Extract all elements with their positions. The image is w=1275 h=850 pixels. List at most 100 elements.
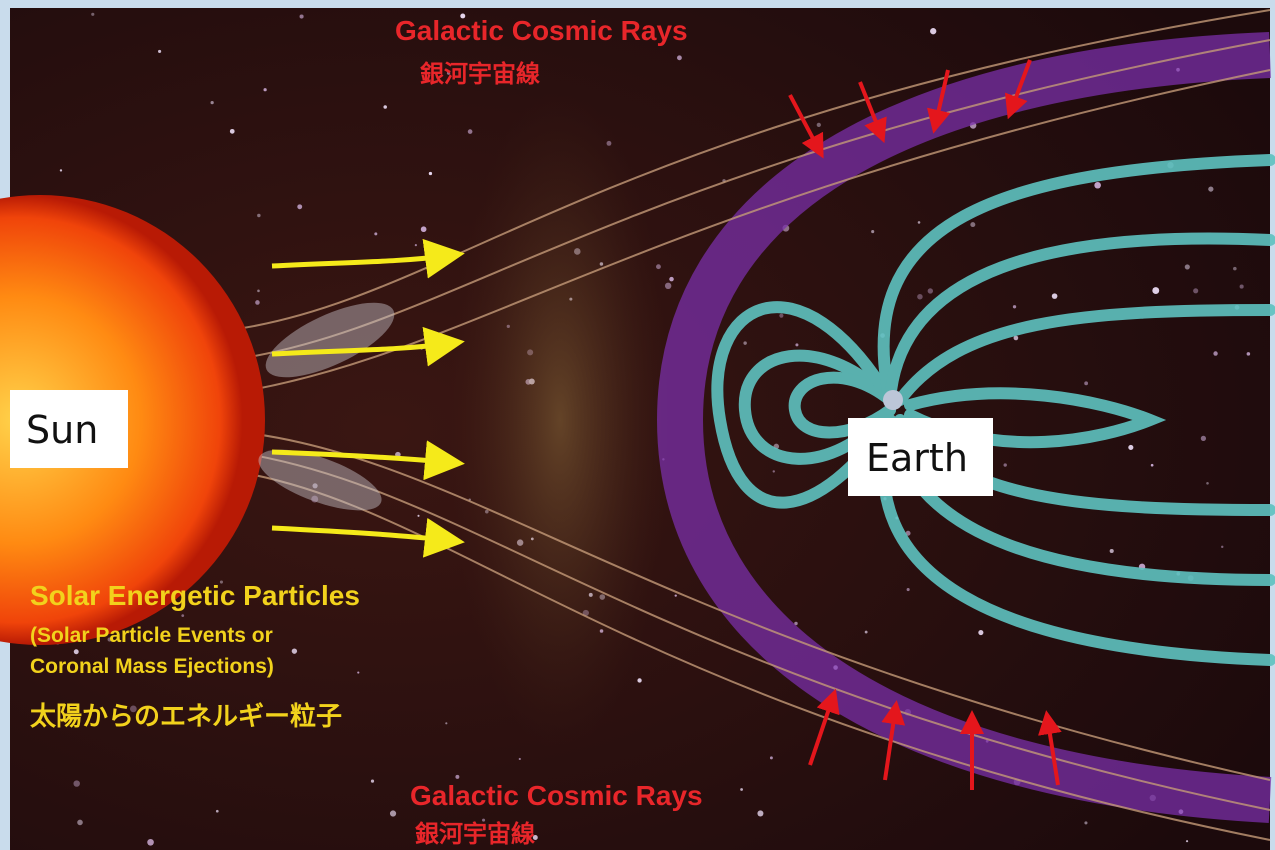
- solar-particles-line1: (Solar Particle Events or: [30, 624, 273, 647]
- cme-cloud: [258, 302, 395, 511]
- star: [263, 88, 267, 92]
- star: [664, 282, 672, 290]
- solar-particles-line2: Coronal Mass Ejections): [30, 655, 274, 678]
- star: [299, 14, 304, 19]
- star: [1084, 821, 1088, 825]
- star: [460, 13, 466, 19]
- star: [794, 621, 798, 626]
- solar-particles-japanese: 太陽からのエネルギー粒子: [30, 701, 342, 731]
- star: [219, 580, 224, 584]
- star: [428, 171, 433, 176]
- star: [455, 774, 460, 779]
- star: [1084, 381, 1089, 386]
- star: [1200, 435, 1207, 442]
- star: [1094, 181, 1101, 189]
- star: [91, 12, 95, 16]
- magnetopause: [656, 32, 1272, 823]
- solar-particles-title: Solar Energetic Particles: [30, 580, 360, 611]
- star: [1184, 264, 1190, 270]
- star: [1233, 266, 1237, 271]
- star: [637, 678, 642, 683]
- star: [389, 810, 397, 817]
- star: [445, 722, 448, 725]
- star: [772, 470, 775, 473]
- star: [420, 226, 427, 233]
- star: [816, 122, 821, 128]
- star: [374, 232, 378, 236]
- star: [257, 289, 260, 293]
- star: [158, 49, 162, 53]
- star: [669, 276, 674, 282]
- star: [1152, 287, 1160, 295]
- star: [417, 514, 420, 517]
- star: [1206, 481, 1209, 485]
- star: [107, 637, 112, 642]
- star: [757, 810, 764, 817]
- star: [740, 788, 743, 791]
- star: [73, 780, 80, 787]
- star: [255, 300, 260, 305]
- star: [370, 779, 375, 783]
- sun-label: Sun: [26, 408, 98, 452]
- bottom-rays-title: Galactic Cosmic Rays: [410, 780, 703, 811]
- star: [795, 343, 799, 347]
- star: [1221, 545, 1224, 549]
- star: [257, 213, 261, 218]
- earth-globe: [883, 390, 903, 410]
- cosmic-ray-arrows: [788, 59, 1062, 790]
- star: [1012, 305, 1017, 309]
- star: [677, 55, 682, 61]
- star: [383, 105, 387, 109]
- star: [1109, 548, 1114, 554]
- bottom-rays-japanese: 銀河宇宙線: [415, 820, 535, 848]
- star: [1013, 335, 1019, 341]
- star: [129, 705, 137, 713]
- star: [1239, 284, 1244, 289]
- star: [769, 756, 773, 760]
- star: [917, 293, 923, 300]
- star: [311, 495, 319, 503]
- star: [181, 614, 185, 617]
- star: [229, 128, 235, 134]
- star: [1128, 444, 1134, 450]
- star: [312, 483, 318, 489]
- star: [414, 244, 417, 247]
- sun-label-box: [10, 390, 128, 468]
- star: [864, 630, 868, 634]
- sun-disk: [0, 195, 265, 645]
- star: [917, 221, 921, 224]
- shock-haze: [450, 90, 670, 750]
- star: [1150, 463, 1154, 467]
- solar-wind-arrows: [271, 238, 465, 558]
- top-rays-japanese: 銀河宇宙線: [420, 60, 540, 88]
- star: [215, 809, 219, 813]
- star: [1208, 186, 1214, 192]
- top-rays-title: Galactic Cosmic Rays: [395, 15, 688, 46]
- star: [77, 819, 83, 826]
- earth-label-box: [848, 418, 993, 496]
- earth-label: Earth: [866, 436, 968, 480]
- star: [1246, 352, 1251, 356]
- star: [210, 101, 214, 105]
- star: [532, 835, 538, 840]
- star: [73, 649, 79, 655]
- star: [1185, 840, 1189, 843]
- star: [871, 230, 875, 234]
- star: [743, 341, 747, 345]
- star: [147, 838, 154, 846]
- star: [1193, 288, 1199, 294]
- star: [1051, 293, 1058, 299]
- star: [930, 28, 937, 35]
- star: [467, 129, 473, 134]
- star: [970, 222, 976, 228]
- star: [674, 594, 677, 597]
- star: [1213, 351, 1218, 356]
- star: [59, 169, 63, 172]
- star: [297, 204, 303, 210]
- star: [357, 671, 360, 674]
- star: [291, 648, 298, 654]
- star: [482, 818, 486, 822]
- star: [779, 313, 784, 318]
- star: [906, 588, 910, 592]
